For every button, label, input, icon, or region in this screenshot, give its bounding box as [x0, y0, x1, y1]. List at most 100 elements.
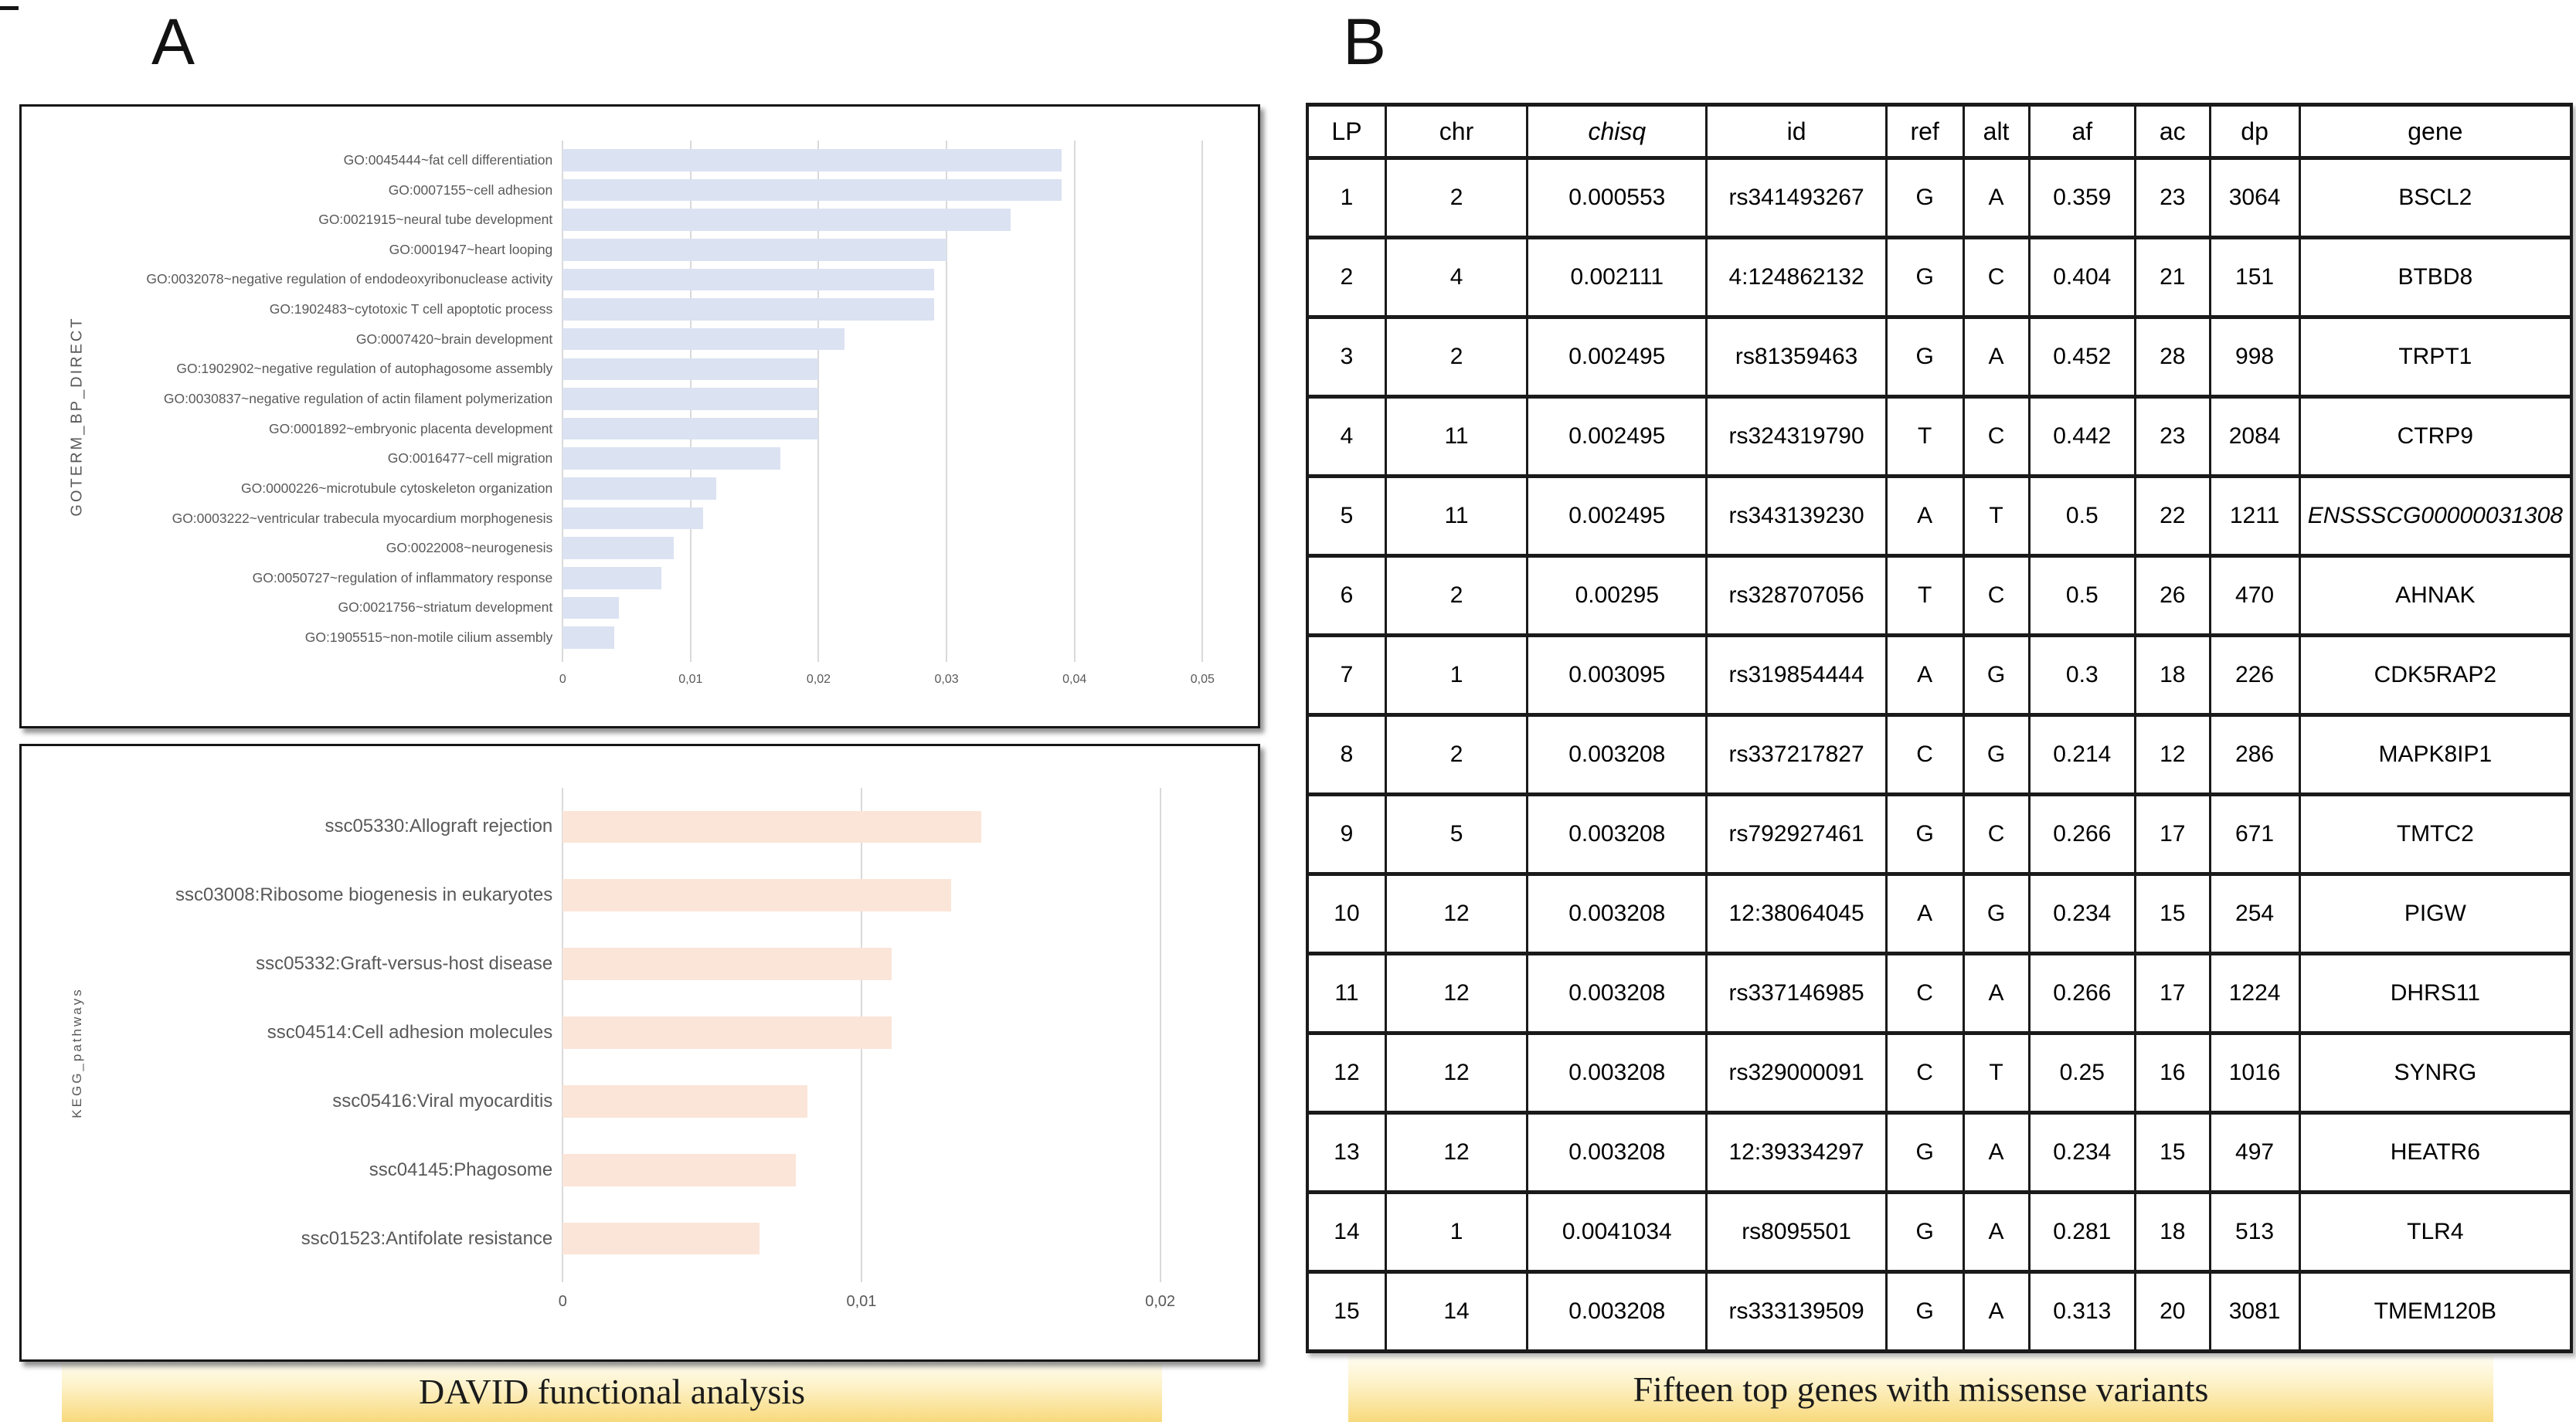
cell-alt: C — [1962, 236, 2031, 319]
category-label: GO:0030837~negative regulation of actin … — [163, 391, 553, 406]
cell-alt: G — [1962, 713, 2031, 796]
cell-alt: A — [1962, 1270, 2031, 1353]
cell-dp: 497 — [2208, 1111, 2301, 1194]
category-label: GO:1902902~negative regulation of autoph… — [176, 361, 553, 377]
bar-row: ssc04514:Cell adhesion molecules — [45, 999, 1241, 1067]
cell-ac: 17 — [2134, 952, 2211, 1035]
cell-ref: A — [1884, 633, 1965, 717]
cell-lp: 15 — [1306, 1270, 1387, 1353]
bar — [562, 879, 951, 912]
table-row: 9 5 0.003208 rs792927461 G C 0.266 17 671 TMTC2 — [1306, 792, 2573, 876]
goterm-chart-panel: GOTERM_BP_DIRECT 0 0,01 0,02 0,03 0,04 0,05 GO… — [19, 104, 1260, 728]
column-header-ac: ac — [2134, 103, 2211, 160]
cell-id: rs337217827 — [1705, 713, 1888, 796]
cell-dp: 254 — [2208, 872, 2301, 955]
cell-dp: 3064 — [2208, 156, 2301, 239]
cell-dp: 1211 — [2208, 474, 2301, 558]
bar-rows: ssc05330:Allograft rejection ssc03008:Rib… — [45, 792, 1241, 1273]
bar-track — [562, 861, 1241, 930]
cell-ac: 26 — [2134, 554, 2211, 637]
cell-chisq: 0.003208 — [1526, 872, 1708, 955]
bar — [562, 1153, 796, 1186]
cell-chr: 11 — [1384, 395, 1529, 478]
cell-lp: 1 — [1306, 156, 1387, 239]
cell-ref: C — [1884, 1031, 1965, 1115]
column-header-alt: alt — [1962, 103, 2031, 160]
bar-row: GO:0030837~negative regulation of actin … — [45, 384, 1241, 414]
cell-chisq: 0.000553 — [1526, 156, 1708, 239]
cell-lp: 7 — [1306, 633, 1387, 717]
gridline — [946, 141, 948, 662]
category-label: GO:0045444~fat cell differentiation — [343, 151, 553, 168]
bar-row: GO:0001892~embryonic placenta developmen… — [45, 414, 1241, 444]
column-header-chisq: chisq — [1526, 103, 1708, 160]
cell-lp: 3 — [1306, 315, 1387, 399]
category-label: ssc04145:Phagosome — [369, 1159, 553, 1180]
cell-chr: 12 — [1384, 1111, 1529, 1194]
cell-id: rs324319790 — [1705, 395, 1888, 478]
cell-gene: CTRP9 — [2298, 395, 2573, 478]
cell-chisq: 0.003208 — [1526, 792, 1708, 876]
cell-id: rs343139230 — [1705, 474, 1888, 558]
bar-row: GO:0021756~striatum development — [45, 593, 1241, 623]
bar-track — [562, 175, 1241, 205]
bar-row: GO:1905515~non-motile cilium assembly — [45, 623, 1241, 653]
cell-dp: 513 — [2208, 1190, 2301, 1274]
table-row: 10 12 0.003208 12:38064045 A G 0.234 15 254 PIGW — [1306, 872, 2573, 955]
cell-ref: G — [1884, 792, 1965, 876]
bar-track — [562, 563, 1241, 593]
cell-lp: 13 — [1306, 1111, 1387, 1194]
category-label: GO:0007155~cell adhesion — [388, 182, 553, 198]
bar — [562, 626, 614, 649]
cell-af: 0.452 — [2027, 315, 2137, 399]
panel-b-label: B — [1343, 5, 1387, 78]
bar-track — [562, 999, 1241, 1067]
cell-chisq: 0.003208 — [1526, 952, 1708, 1035]
bar-track — [562, 235, 1241, 265]
cell-ac: 23 — [2134, 395, 2211, 478]
category-label: GO:0021915~neural tube development — [318, 212, 553, 228]
x-axis-tick-label: 0,05 — [1190, 673, 1215, 686]
cell-chr: 4 — [1384, 236, 1529, 319]
bar-track — [562, 504, 1241, 534]
cell-af: 0.5 — [2027, 474, 2137, 558]
cell-chisq: 0.00295 — [1526, 554, 1708, 637]
cell-alt: C — [1962, 792, 2031, 876]
x-axis-tick-label: 0 — [558, 1293, 567, 1310]
cell-chr: 2 — [1384, 156, 1529, 239]
cell-id: rs337146985 — [1705, 952, 1888, 1035]
column-header-dp: dp — [2208, 103, 2301, 160]
table-row: 5 11 0.002495 rs343139230 A T 0.5 22 1211 ENSSSCG… — [1306, 474, 2573, 558]
table-body: 1 2 0.000553 rs341493267 G A 0.359 23 3064 BSCL2 2… — [1306, 156, 2573, 1353]
bar — [562, 596, 620, 619]
cell-lp: 2 — [1306, 236, 1387, 319]
cell-ac: 28 — [2134, 315, 2211, 399]
bar-track — [562, 354, 1241, 384]
bar-track — [562, 930, 1241, 999]
column-header-af: af — [2027, 103, 2137, 160]
table-row: 8 2 0.003208 rs337217827 C G 0.214 12 286 MAPK8IP… — [1306, 713, 2573, 796]
cell-chr: 1 — [1384, 633, 1529, 717]
cell-id: 12:38064045 — [1705, 872, 1888, 955]
bar-track — [562, 473, 1241, 504]
gridline — [1159, 788, 1161, 1282]
cell-ac: 23 — [2134, 156, 2211, 239]
cell-af: 0.3 — [2027, 633, 2137, 717]
cell-af: 0.266 — [2027, 792, 2137, 876]
bar-row: GO:0045444~fat cell differentiation — [45, 145, 1241, 175]
cell-chr: 11 — [1384, 474, 1529, 558]
cell-af: 0.313 — [2027, 1270, 2137, 1353]
cell-af: 0.234 — [2027, 1111, 2137, 1194]
cell-gene: SYNRG — [2298, 1031, 2573, 1115]
cell-lp: 6 — [1306, 554, 1387, 637]
cell-chisq: 0.003208 — [1526, 1111, 1708, 1194]
cell-chr: 12 — [1384, 1031, 1529, 1115]
bar-track — [562, 593, 1241, 623]
cell-gene: PIGW — [2298, 872, 2573, 955]
cell-chr: 1 — [1384, 1190, 1529, 1274]
bar — [562, 298, 934, 321]
bar — [562, 1084, 808, 1118]
table-row: 12 12 0.003208 rs329000091 C T 0.25 16 1016 SYNRG — [1306, 1031, 2573, 1115]
cell-af: 0.281 — [2027, 1190, 2137, 1274]
column-header-ref: ref — [1884, 103, 1965, 160]
